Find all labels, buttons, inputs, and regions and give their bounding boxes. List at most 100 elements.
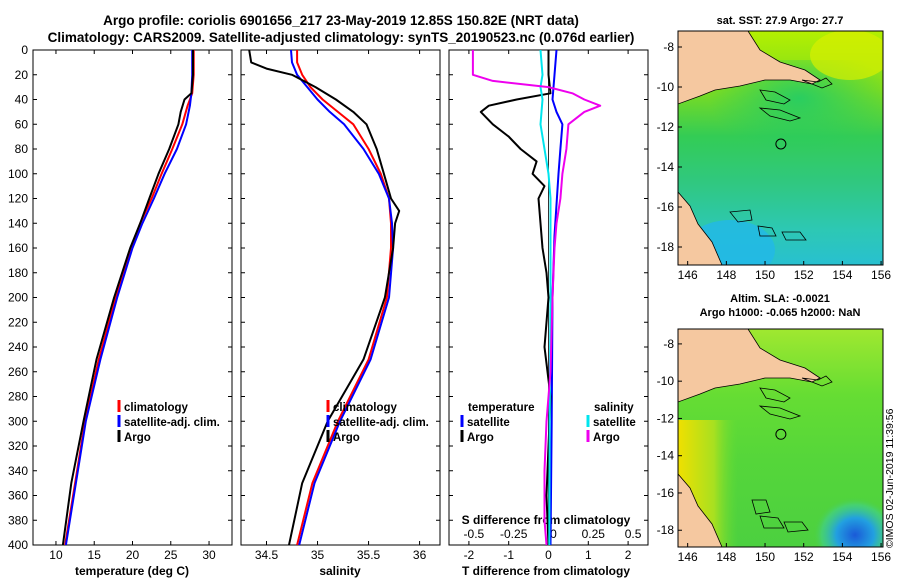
imos-timestamp: ©IMOS 02-Jun-2019 11:39:56 (884, 408, 896, 548)
depth-tick-label: 360 (8, 489, 28, 503)
legend-temp-argo-label: Argo (467, 432, 494, 444)
map-y-tick-label: -18 (657, 523, 675, 537)
legend-argo-label: Argo (333, 432, 360, 444)
sla-low-eddy (813, 497, 883, 547)
s-diff-tick-label: -0.25 (500, 527, 528, 541)
x-tick-label: 25 (164, 548, 178, 562)
map-x-tick-label: 150 (755, 550, 775, 564)
depth-tick-label: 140 (8, 216, 28, 230)
map-y-tick-label: -14 (657, 160, 675, 174)
sst-map-frame (677, 30, 884, 266)
map-x-tick-label: 156 (871, 550, 891, 564)
x-tick-label: 35.5 (357, 548, 381, 562)
salinity-legend: climatology satellite-adj. clim. Argo (326, 400, 429, 444)
sst-map-title: sat. SST: 27.9 Argo: 27.7 (717, 15, 844, 27)
depth-tick-label: 400 (8, 538, 28, 552)
x-tick-label: -2 (464, 548, 475, 562)
legend-sal-argo-label: Argo (593, 432, 620, 444)
s-diff-tick-label: -0.5 (464, 527, 485, 541)
difference-series (471, 50, 602, 545)
map-y-tick-label: -10 (657, 80, 675, 94)
x-tick-label: 36 (413, 548, 427, 562)
x-tick-label: 35 (311, 548, 325, 562)
sla-land-png (678, 329, 821, 403)
depth-tick-label: 220 (8, 315, 28, 329)
depth-tick-label: 380 (8, 513, 28, 527)
temperature-panel-frame (32, 49, 233, 546)
depth-tick-label: 120 (8, 192, 28, 206)
legend-argo-label: Argo (124, 432, 151, 444)
depth-tick-label: 260 (8, 365, 28, 379)
depth-tick-label: 60 (15, 117, 29, 131)
temperature-legend: climatology satellite-adj. clim. Argo (117, 400, 220, 444)
sst-map (678, 31, 883, 265)
legend-climatology-label: climatology (124, 402, 189, 414)
temperature-x-axis: 10 15 20 25 30 (49, 50, 216, 562)
series-line-climatology (64, 50, 195, 545)
salinity-axis-label: salinity (319, 564, 361, 578)
x-tick-label: 30 (202, 548, 216, 562)
depth-tick-label: 100 (8, 167, 28, 181)
map-y-tick-label: -12 (657, 120, 675, 134)
figure-title-line1: Argo profile: coriolis 6901656_217 23-Ma… (103, 13, 579, 28)
x-tick-label: -1 (503, 548, 514, 562)
sla-map-frame (677, 328, 884, 548)
series-line-argo (61, 50, 194, 545)
map-x-tick-label: 146 (678, 550, 698, 564)
temperature-series (61, 50, 195, 545)
s-diff-tick-label: 0.5 (625, 527, 642, 541)
depth-tick-label: 80 (15, 142, 29, 156)
legend-salinity-group: salinity (594, 402, 634, 414)
map-x-tick-label: 156 (871, 268, 891, 282)
depth-tick-label: 0 (21, 43, 28, 57)
sla-map-title-line2: Argo h1000: -0.065 h2000: NaN (700, 307, 861, 319)
depth-tick-label: 320 (8, 439, 28, 453)
map-x-tick-label: 150 (755, 268, 775, 282)
map-x-tick-label: 148 (716, 550, 736, 564)
map-x-tick-label: 152 (794, 550, 814, 564)
map-x-tick-label: 154 (832, 550, 852, 564)
map-x-tick-label: 152 (794, 268, 814, 282)
t-difference-axis-label: T difference from climatology (462, 564, 630, 578)
s-diff-tick-label: 0.25 (582, 527, 606, 541)
difference-legend: temperature satellite Argo salinity sate… (460, 402, 636, 444)
x-tick-label: 34.5 (255, 548, 279, 562)
legend-temperature-group: temperature (468, 402, 534, 414)
x-tick-label: 2 (625, 548, 632, 562)
sst-map-axes: 146 148 150 152 154 156 -8 -10 -12 -14 -16 -18 (657, 40, 892, 282)
map-y-tick-label: -14 (657, 449, 675, 463)
map-y-tick-label: -16 (657, 486, 675, 500)
depth-tick-label: 200 (8, 291, 28, 305)
sst-argo-position-marker (775, 138, 787, 150)
sla-islands (758, 375, 833, 420)
salinity-panel-frame (240, 49, 441, 546)
map-x-tick-label: 154 (832, 268, 852, 282)
map-y-tick-label: -10 (657, 374, 675, 388)
x-tick-label: 1 (585, 548, 592, 562)
salinity-series (248, 50, 401, 545)
sst-reefs (729, 209, 807, 241)
series-line-salinity-argo (471, 50, 602, 545)
x-tick-label: 20 (126, 548, 140, 562)
map-y-tick-label: -8 (663, 337, 674, 351)
difference-x-axis: -2 -1 0 1 2 -0.5 -0.25 0 0.25 0.5 (464, 50, 642, 562)
depth-axis: 0 20 40 60 80 100 120 140 160 180 200 220 240 260 280 3… (8, 43, 648, 552)
sla-map-title-line1: Altim. SLA: -0.0021 (730, 293, 830, 305)
sst-north-warm (810, 31, 883, 80)
depth-tick-label: 160 (8, 241, 28, 255)
depth-tick-label: 240 (8, 340, 28, 354)
depth-tick-label: 280 (8, 390, 28, 404)
sla-argo-position-marker (775, 428, 787, 440)
sst-land-australia (678, 191, 723, 265)
legend-sal-satellite-label: satellite (593, 417, 636, 429)
depth-tick-label: 340 (8, 464, 28, 478)
sla-reefs (751, 499, 809, 533)
map-y-tick-label: -16 (657, 200, 675, 214)
map-y-tick-label: -18 (657, 240, 675, 254)
sla-map (678, 329, 883, 547)
series-line-argo (248, 50, 401, 545)
s-difference-axis-label: S difference from climatology (462, 513, 631, 527)
series-line-salinity-satellite (539, 50, 552, 545)
depth-tick-label: 20 (15, 68, 29, 82)
